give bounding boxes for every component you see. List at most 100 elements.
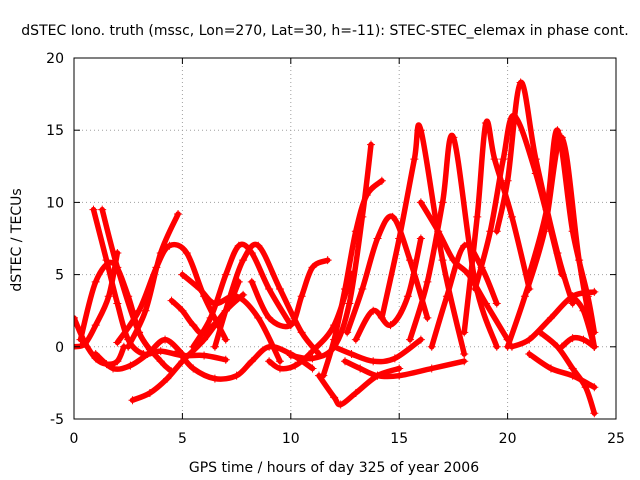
data-point <box>490 155 499 164</box>
data-point <box>390 354 399 363</box>
data-point <box>362 191 371 200</box>
data-point <box>492 227 501 236</box>
data-point <box>395 371 404 380</box>
data-point <box>423 277 432 286</box>
data-point <box>403 292 412 301</box>
data-point <box>460 350 469 359</box>
data-point <box>553 248 562 257</box>
data-point <box>167 296 176 305</box>
data-point <box>568 292 577 301</box>
data-point <box>74 313 78 322</box>
data-point <box>503 176 512 185</box>
data-point <box>143 350 152 359</box>
data-point <box>590 287 599 296</box>
plot-frame <box>73 57 617 420</box>
data-point <box>406 335 415 344</box>
y-tick-label: 0 <box>55 340 64 356</box>
data-point <box>395 364 404 373</box>
data-point <box>531 155 540 164</box>
y-tick-label: 5 <box>55 268 64 284</box>
data-point <box>161 335 170 344</box>
data-point <box>265 342 274 351</box>
series-line-11 <box>179 271 283 364</box>
data-point <box>195 285 204 294</box>
data-point <box>323 256 332 265</box>
data-point <box>416 126 425 135</box>
data-point <box>254 313 263 322</box>
data-point <box>525 270 534 279</box>
x-tick-label: 5 <box>178 431 187 447</box>
data-point <box>406 256 415 265</box>
y-tick-label: 15 <box>46 123 64 139</box>
data-point <box>351 335 360 344</box>
data-point <box>460 357 469 366</box>
data-point <box>481 299 490 308</box>
data-point <box>427 364 436 373</box>
x-tick-label: 20 <box>499 431 517 447</box>
data-point <box>410 155 419 164</box>
data-point <box>113 299 122 308</box>
data-point <box>557 342 566 351</box>
y-axis-label: dSTEC / TECUs <box>9 188 25 291</box>
data-point <box>369 357 378 366</box>
data-point <box>308 354 317 363</box>
data-point <box>221 355 230 364</box>
data-point <box>291 361 300 370</box>
data-point <box>178 306 187 315</box>
series-line-19 <box>320 177 385 379</box>
data-point <box>473 212 482 221</box>
data-point <box>189 342 198 351</box>
data-point <box>358 285 367 294</box>
data-point <box>438 198 447 207</box>
data-point <box>178 270 187 279</box>
data-point <box>308 364 317 373</box>
data-point <box>200 351 209 360</box>
data-point <box>308 347 317 356</box>
data-point <box>265 357 274 366</box>
series-line-21 <box>342 358 467 380</box>
series-line-22 <box>344 213 431 336</box>
data-point <box>481 118 490 127</box>
y-tick-label: 10 <box>46 195 64 211</box>
data-point <box>232 371 241 380</box>
data-point <box>221 270 230 279</box>
data-point <box>91 350 100 359</box>
data-point <box>449 133 458 142</box>
y-tick-label: -5 <box>50 412 64 428</box>
data-point <box>221 335 230 344</box>
data-point <box>254 241 263 250</box>
data-point <box>416 198 425 207</box>
data-point <box>546 364 555 373</box>
data-point <box>174 209 183 218</box>
data-point <box>536 328 545 337</box>
data-point <box>438 256 447 265</box>
data-point <box>247 357 256 366</box>
data-point <box>210 374 219 383</box>
data-point <box>126 361 135 370</box>
data-point <box>145 389 154 398</box>
data-point <box>590 383 599 392</box>
data-point <box>330 335 339 344</box>
series-line-20 <box>331 336 424 365</box>
data-point <box>395 234 404 243</box>
data-point <box>189 364 198 373</box>
data-point <box>174 347 183 356</box>
data-point <box>109 259 118 268</box>
data-point <box>579 335 588 344</box>
data-point <box>89 205 98 214</box>
data-point <box>200 335 209 344</box>
data-point <box>286 321 295 330</box>
data-point <box>386 321 395 330</box>
plot-area <box>74 78 599 418</box>
data-point <box>373 234 382 243</box>
data-point <box>330 393 339 402</box>
data-point <box>341 357 349 366</box>
data-point <box>156 347 165 356</box>
data-point <box>210 342 219 351</box>
data-point <box>520 292 529 301</box>
data-point <box>113 338 122 347</box>
data-point <box>330 342 339 351</box>
data-point <box>377 313 386 322</box>
data-point <box>319 371 328 380</box>
data-point <box>156 248 165 257</box>
